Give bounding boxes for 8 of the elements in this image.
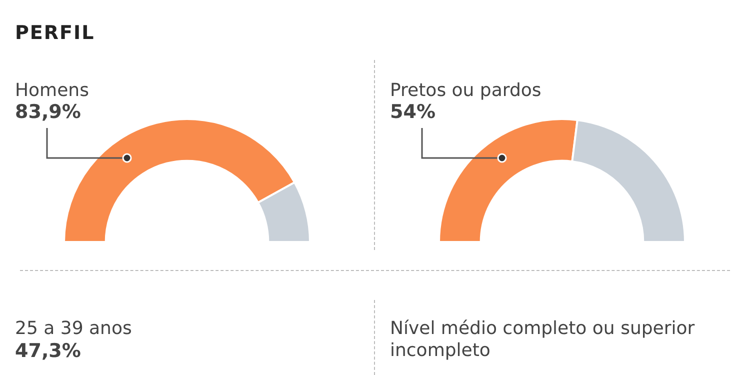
text: 47,3%: [15, 340, 82, 362]
chart-title: PERFIL: [15, 22, 95, 44]
slice-label: Homens: [15, 80, 89, 102]
data-label: 54%: [390, 101, 436, 123]
text: 25 a 39 anos: [15, 318, 133, 340]
data-label: 83,9%: [15, 101, 81, 123]
slice-label: Pretos ou pardos: [390, 80, 542, 102]
text: Nível médio completo ou superior incompleto: [390, 318, 696, 362]
